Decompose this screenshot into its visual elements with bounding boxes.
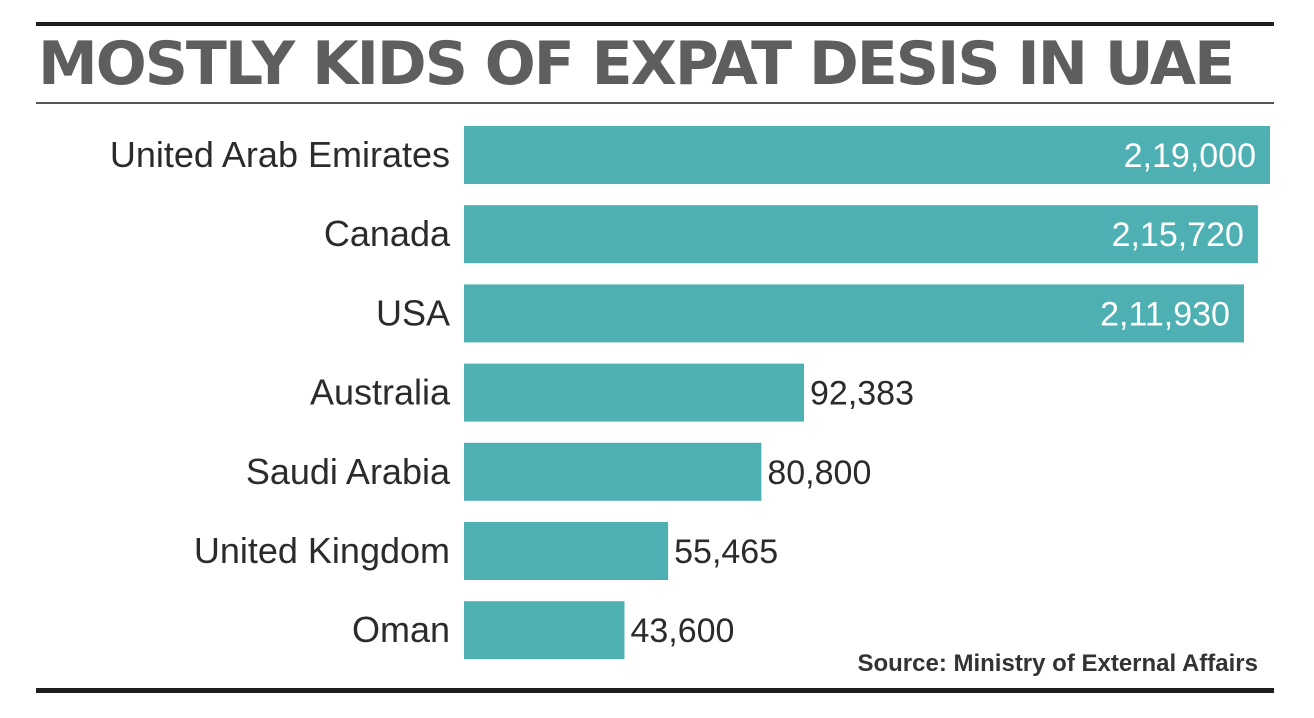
chart-title: MOSTLY KIDS OF EXPAT DESIS IN UAE: [38, 29, 1235, 99]
value-label: 92,383: [810, 375, 914, 413]
value-label: 80,800: [767, 454, 871, 492]
bar: [464, 522, 669, 580]
category-label: Canada: [324, 213, 451, 254]
category-label: Oman: [352, 609, 450, 650]
value-label: 2,11,930: [1100, 295, 1230, 333]
bar: [464, 601, 625, 660]
bar: [464, 284, 1244, 343]
value-label: 43,600: [630, 612, 734, 650]
category-label: USA: [376, 292, 450, 333]
value-label: 55,465: [674, 533, 778, 571]
category-label: Australia: [310, 372, 451, 413]
bar-chart: United Arab Emirates 2,19,000 Canada 2,15,7…: [110, 126, 1270, 660]
bar: [464, 363, 805, 422]
category-label: United Kingdom: [194, 530, 450, 571]
chart-frame: MOSTLY KIDS OF EXPAT DESIS IN UAE United…: [36, 22, 1274, 694]
title-divider: [36, 102, 1274, 104]
value-label: 2,19,000: [1124, 137, 1256, 175]
bar: [464, 442, 762, 501]
value-label: 2,15,720: [1112, 216, 1244, 254]
top-rule: [36, 22, 1274, 26]
category-label: United Arab Emirates: [110, 134, 450, 175]
bottom-rule: [36, 688, 1274, 693]
bar: [464, 205, 1258, 264]
category-label: Saudi Arabia: [246, 451, 451, 492]
bar: [464, 126, 1270, 184]
source-note: Source: Ministry of External Affairs: [857, 650, 1258, 677]
